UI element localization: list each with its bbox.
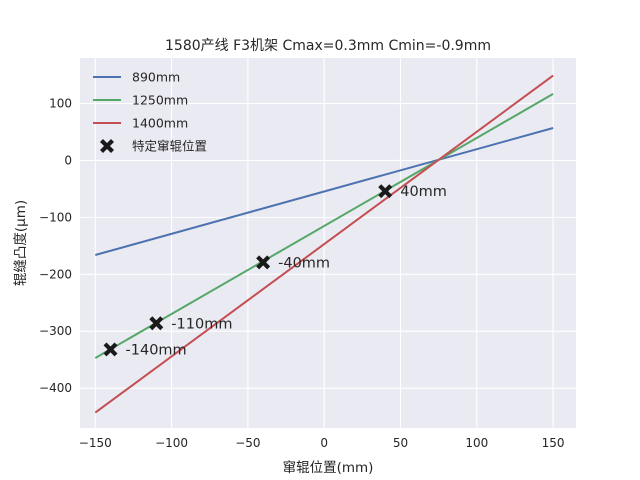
chart-title: 1580产线 F3机架 Cmax=0.3mm Cmin=-0.9mm — [165, 38, 491, 54]
y-tick-label: −200 — [39, 267, 72, 281]
y-tick-label: 100 — [49, 97, 72, 111]
marker-annotation: -110mm — [171, 316, 232, 332]
series-line-1400mm — [94, 74, 554, 414]
marker-point — [103, 342, 118, 357]
y-axis-label: 辊缝凸度(μm) — [13, 200, 29, 286]
grid — [80, 58, 576, 428]
series-line-890mm — [95, 127, 554, 256]
x-tick-labels: −150 −100 −50 0 50 100 150 — [79, 436, 565, 450]
marker-annotation: -140mm — [126, 342, 187, 358]
x-tick-label: 0 — [320, 436, 328, 450]
marker-annotation: 40mm — [400, 184, 447, 200]
marker-annotation: -40mm — [278, 255, 330, 271]
x-tick-label: −50 — [235, 436, 260, 450]
x-tick-label: −100 — [155, 436, 188, 450]
y-tick-labels: −400 −300 −200 −100 0 100 — [39, 97, 72, 396]
legend-label: 1400mm — [132, 116, 188, 131]
marker-point — [149, 316, 164, 331]
legend-label: 890mm — [132, 70, 180, 85]
x-axis-label: 窜辊位置(mm) — [283, 459, 374, 476]
y-tick-label: −300 — [39, 324, 72, 338]
x-tick-label: −150 — [79, 436, 112, 450]
series-line-1250mm — [94, 93, 554, 359]
x-tick-label: 50 — [393, 436, 408, 450]
legend-label: 特定窜辊位置 — [132, 139, 207, 154]
x-tick-label: 100 — [465, 436, 488, 450]
y-tick-label: 0 — [64, 153, 72, 167]
x-tick-label: 150 — [542, 436, 565, 450]
marker-points: -140mm -110mm -40mm 40mm — [103, 184, 447, 358]
y-tick-label: −400 — [39, 381, 72, 395]
legend-label: 1250mm — [132, 93, 188, 108]
legend-swatch-marker — [100, 139, 114, 153]
y-tick-label: −100 — [39, 210, 72, 224]
series-lines — [94, 74, 554, 414]
marker-point — [378, 184, 393, 199]
marker-point — [256, 255, 271, 270]
legend: 890mm 1250mm 1400mm 特定窜辊位置 — [93, 70, 207, 154]
